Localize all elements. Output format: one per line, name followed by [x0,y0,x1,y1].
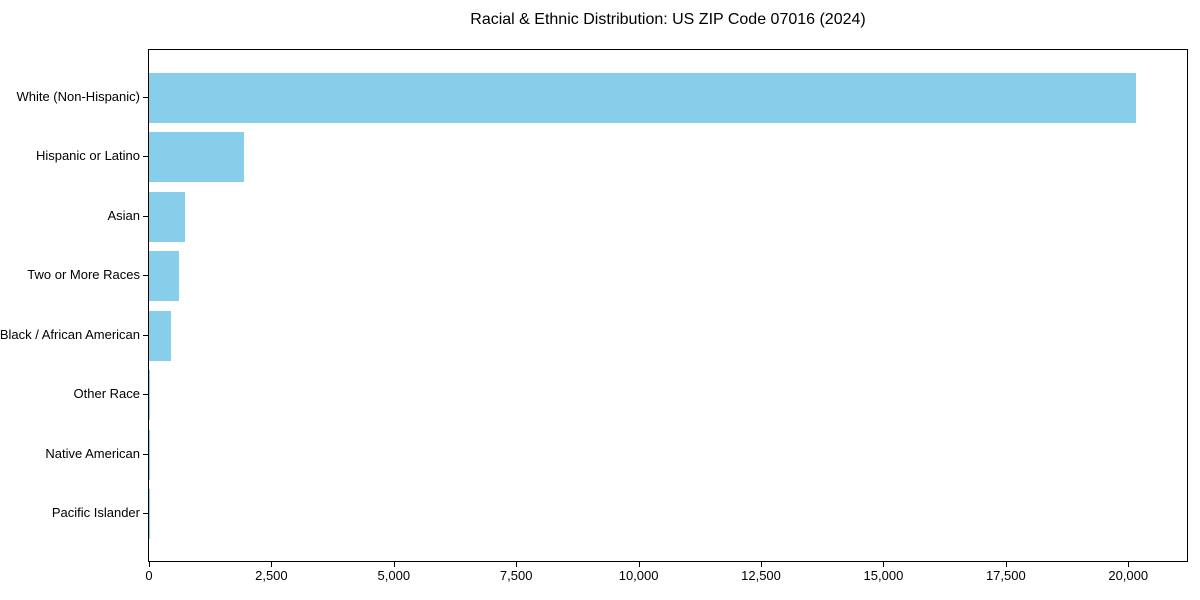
x-tick-label: 15,000 [863,568,904,583]
x-tick [883,562,885,567]
x-tick-label: 2,500 [255,568,288,583]
y-tick [143,394,148,396]
x-tick-label: 10,000 [618,568,659,583]
category-label: Two or More Races [27,267,140,283]
category-label: Pacific Islander [51,505,140,520]
plot-area [148,49,1188,562]
y-tick [143,275,148,277]
y-tick [143,334,148,336]
bar [149,310,171,361]
category-label: Black / African American [0,326,140,342]
x-tick [1128,562,1130,567]
chart-title: Racial & Ethnic Distribution: US ZIP Cod… [470,11,866,28]
y-tick [143,513,148,514]
x-tick-label: 12,500 [741,568,781,583]
x-tick [271,562,273,567]
x-tick [516,562,518,567]
x-tick-label: 7,500 [499,568,533,583]
y-tick [143,453,148,455]
x-tick [149,562,150,567]
category-label: Hispanic or Latino [35,148,140,164]
bar [149,251,180,302]
y-tick [143,97,148,98]
category-label: Other Race [73,386,140,402]
x-tick-label: 20,000 [1108,568,1149,583]
category-label: White (Non-Hispanic) [16,89,140,104]
bar [149,191,186,242]
category-label: Asian [107,207,140,223]
x-tick [1005,562,1007,567]
x-tick [761,562,763,567]
y-tick [143,156,148,158]
x-tick-label: 17,500 [985,568,1026,583]
y-tick [143,215,148,217]
bar [149,73,1136,123]
category-label: Native American [45,445,140,461]
x-tick-label: 5,000 [377,568,411,583]
x-tick-label: 0 [145,568,153,583]
x-tick [638,562,640,567]
x-tick [393,562,395,567]
bar [149,132,244,183]
bar [149,370,151,421]
